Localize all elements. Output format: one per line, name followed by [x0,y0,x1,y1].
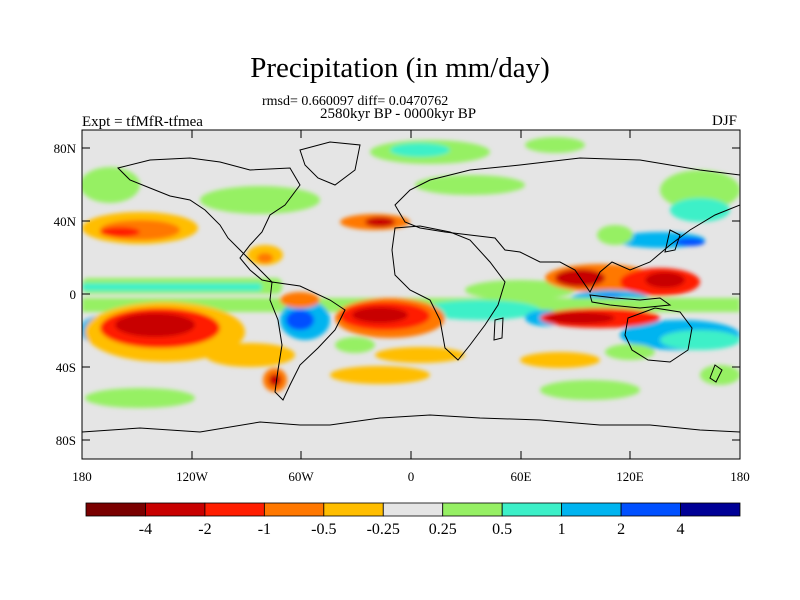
experiment-label: Expt = tfMfR-tfmea [82,114,203,130]
x-tick-label: 180 [72,469,92,484]
field-blob [520,352,600,368]
field-blob [660,170,740,210]
field-blob [335,337,375,353]
x-tick-label: 0 [408,469,415,484]
field-blob [280,292,320,308]
season-label: DJF [712,113,738,129]
coastline-new-zealand [709,364,723,383]
field-blob [525,137,585,153]
precipitation-field [82,137,740,433]
field-blob [100,227,140,237]
field-band [82,283,262,291]
x-axis [81,130,741,459]
colorbar-label: -4 [139,521,152,538]
colorbar-label: 1 [558,521,566,538]
coastline-europe-asia [394,157,740,293]
colorbar-swatch [204,502,265,517]
coastline-north-america [117,157,301,283]
colorbar-label: -2 [198,521,211,538]
coastline-madagascar [493,317,504,341]
colorbar-label: 4 [677,521,685,538]
field-blob [115,313,195,337]
field-blob [390,143,450,157]
x-tick-label: 60W [288,469,314,484]
y-tick-label: 80S [56,433,76,448]
colorbar-label: 2 [617,521,625,538]
field-blob [200,186,320,214]
colorbar-labels: -4 -2 -1 -0.5 -0.25 0.25 0.5 1 2 4 [139,521,685,538]
coastline-japan [664,229,681,253]
colorbar-label: 0.25 [429,521,457,538]
field-blob [269,374,281,386]
y-tick-label: 80N [54,141,77,156]
field-blob [645,272,685,288]
field-blob [540,380,640,400]
field-blob [330,366,430,384]
chart-title: Precipitation (in mm/day) [250,52,550,84]
field-blob [545,312,615,324]
x-tick-label: 120E [616,469,644,484]
coastline-antarctica [82,414,740,433]
field-blob [82,167,140,203]
stats-line: rmsd= 0.660097 diff= 0.0470762 [262,94,449,109]
colorbar-swatch [442,502,503,517]
x-tick-label: 180 [730,469,750,484]
field-blob [257,253,273,263]
colorbar-label: -0.25 [367,521,400,538]
coastline-greenland [299,141,361,186]
colorbar-label: -0.5 [311,521,336,538]
coastline-australia [624,307,693,363]
field-blob [375,347,465,363]
colorbar-swatch [85,502,146,517]
colorbar-swatch [680,502,741,517]
colorbar-label: -1 [258,521,271,538]
x-tick-label: 120W [176,469,209,484]
field-blob [465,280,575,300]
field-blob [670,198,730,222]
y-axis [82,147,740,441]
field-blob [352,307,408,323]
y-tick-label: 0 [70,287,77,302]
colorbar-swatch [620,502,681,517]
y-tick-label: 40S [56,360,76,375]
field-blob [85,388,195,408]
colorbar-swatch [323,502,384,517]
field-blob [660,330,740,350]
colorbar-swatch [145,502,206,517]
field-blob [420,300,540,320]
colorbar-swatch [263,502,325,517]
field-blob [597,225,633,245]
colorbar-label: 0.5 [492,521,512,538]
coastline-indonesia [589,294,672,309]
field-blob [205,343,295,367]
colorbar-swatch [501,502,563,517]
field-blob [415,175,525,195]
colorbar [85,502,741,517]
coastline-south-america [269,281,346,401]
field-blob [675,238,705,246]
colorbar-swatch [561,502,622,517]
field-blob [365,217,395,227]
coastlines [82,141,740,433]
x-tick-label: 60E [511,469,532,484]
coastline-africa [391,225,506,361]
field-blob [286,310,314,330]
y-tick-label: 40N [54,214,77,229]
colorbar-swatch [382,502,444,517]
period-label: 2580kyr BP - 0000kyr BP [320,106,477,122]
